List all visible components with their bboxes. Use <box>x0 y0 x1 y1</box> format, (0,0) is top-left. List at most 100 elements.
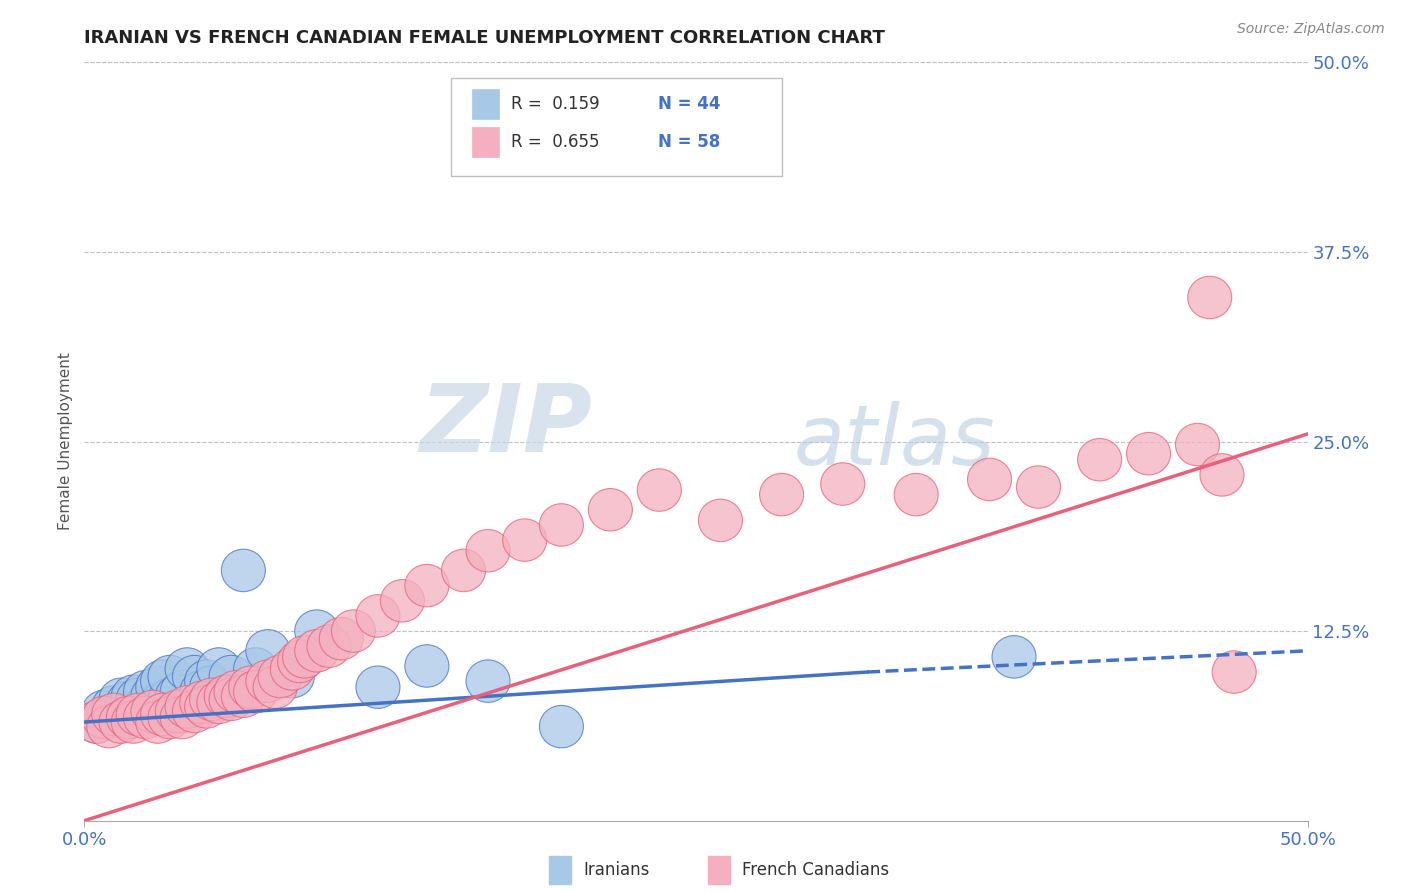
Text: atlas: atlas <box>794 401 995 482</box>
Ellipse shape <box>91 693 136 736</box>
Ellipse shape <box>197 648 240 690</box>
Ellipse shape <box>141 660 184 702</box>
Ellipse shape <box>540 706 583 747</box>
Ellipse shape <box>821 463 865 505</box>
Ellipse shape <box>332 610 375 652</box>
Ellipse shape <box>117 678 160 721</box>
Ellipse shape <box>180 681 224 723</box>
Ellipse shape <box>233 648 277 690</box>
Bar <box>472 127 499 157</box>
Ellipse shape <box>1126 433 1171 475</box>
Ellipse shape <box>136 701 180 743</box>
Ellipse shape <box>124 686 167 728</box>
Ellipse shape <box>107 697 150 739</box>
Ellipse shape <box>165 686 209 728</box>
Ellipse shape <box>173 690 217 732</box>
Ellipse shape <box>75 701 118 743</box>
Ellipse shape <box>967 458 1011 500</box>
Text: N = 58: N = 58 <box>658 133 720 151</box>
Ellipse shape <box>295 610 339 652</box>
Ellipse shape <box>1199 454 1244 496</box>
Ellipse shape <box>1212 651 1256 693</box>
Ellipse shape <box>91 686 136 728</box>
Ellipse shape <box>204 675 249 717</box>
Ellipse shape <box>229 666 273 708</box>
Ellipse shape <box>441 549 485 591</box>
Ellipse shape <box>1017 466 1060 508</box>
Ellipse shape <box>209 656 253 698</box>
Ellipse shape <box>131 675 174 717</box>
Ellipse shape <box>141 681 184 723</box>
Ellipse shape <box>259 656 302 698</box>
Ellipse shape <box>173 656 217 698</box>
Ellipse shape <box>190 666 233 708</box>
Ellipse shape <box>136 686 180 728</box>
Ellipse shape <box>465 530 510 572</box>
Ellipse shape <box>107 681 150 723</box>
Ellipse shape <box>160 671 204 713</box>
Ellipse shape <box>253 666 297 708</box>
Ellipse shape <box>184 686 229 728</box>
Text: IRANIAN VS FRENCH CANADIAN FEMALE UNEMPLOYMENT CORRELATION CHART: IRANIAN VS FRENCH CANADIAN FEMALE UNEMPL… <box>84 29 886 47</box>
Ellipse shape <box>1188 277 1232 318</box>
Ellipse shape <box>993 636 1036 678</box>
Text: French Canadians: French Canadians <box>742 861 890 879</box>
Ellipse shape <box>209 678 253 721</box>
Ellipse shape <box>381 580 425 622</box>
Ellipse shape <box>155 675 200 717</box>
Ellipse shape <box>503 519 547 561</box>
Ellipse shape <box>117 693 160 736</box>
Ellipse shape <box>190 678 233 721</box>
Ellipse shape <box>356 666 399 708</box>
Ellipse shape <box>124 697 167 739</box>
Ellipse shape <box>295 630 339 672</box>
Text: N = 44: N = 44 <box>658 95 720 113</box>
Ellipse shape <box>246 660 290 702</box>
Ellipse shape <box>148 678 193 721</box>
Ellipse shape <box>307 625 352 667</box>
Ellipse shape <box>283 636 326 678</box>
Ellipse shape <box>204 675 249 717</box>
Ellipse shape <box>277 640 322 682</box>
Ellipse shape <box>148 697 193 739</box>
Text: R =  0.159: R = 0.159 <box>512 95 600 113</box>
Ellipse shape <box>221 675 266 717</box>
Ellipse shape <box>246 630 290 672</box>
Ellipse shape <box>588 489 633 531</box>
Ellipse shape <box>117 693 160 736</box>
Ellipse shape <box>111 701 155 743</box>
Ellipse shape <box>637 469 682 511</box>
Ellipse shape <box>221 549 266 591</box>
Text: ZIP: ZIP <box>419 380 592 473</box>
Text: Source: ZipAtlas.com: Source: ZipAtlas.com <box>1237 22 1385 37</box>
Ellipse shape <box>214 671 259 713</box>
Bar <box>550 855 571 884</box>
Ellipse shape <box>465 660 510 702</box>
Ellipse shape <box>75 701 118 743</box>
Ellipse shape <box>405 645 449 687</box>
Ellipse shape <box>98 693 143 736</box>
Ellipse shape <box>111 675 155 717</box>
Ellipse shape <box>87 706 131 747</box>
Bar <box>709 855 730 884</box>
Ellipse shape <box>759 474 804 516</box>
Ellipse shape <box>270 648 315 690</box>
Ellipse shape <box>1077 439 1122 481</box>
Ellipse shape <box>107 697 150 739</box>
Ellipse shape <box>98 678 143 721</box>
Ellipse shape <box>180 671 224 713</box>
Ellipse shape <box>165 648 209 690</box>
Ellipse shape <box>148 656 193 698</box>
Ellipse shape <box>124 671 167 713</box>
Ellipse shape <box>136 666 180 708</box>
Ellipse shape <box>699 500 742 541</box>
Ellipse shape <box>98 701 143 743</box>
Ellipse shape <box>160 690 204 732</box>
Text: Iranians: Iranians <box>583 861 650 879</box>
Ellipse shape <box>155 690 200 732</box>
Ellipse shape <box>160 697 204 739</box>
Ellipse shape <box>131 690 174 732</box>
Ellipse shape <box>356 595 399 637</box>
Ellipse shape <box>319 617 363 660</box>
Ellipse shape <box>131 690 174 732</box>
